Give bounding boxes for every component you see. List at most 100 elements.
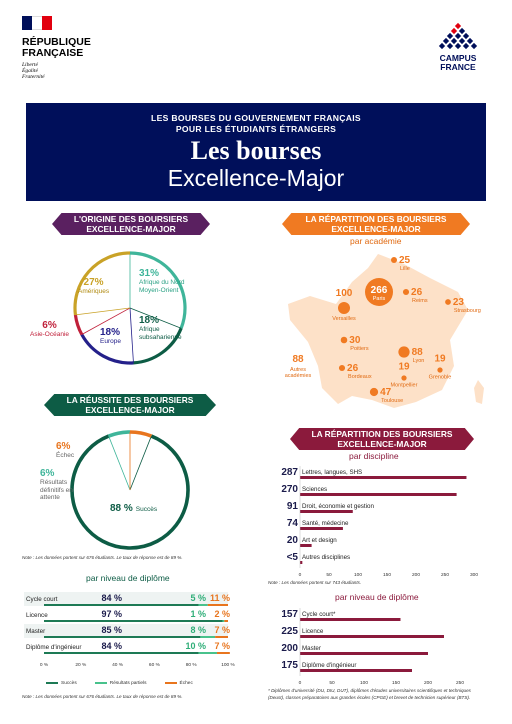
pie1-pct-asub: 18% [139, 315, 160, 326]
academie-name: Grenoble [429, 375, 452, 381]
academie-value: 30 [349, 335, 361, 346]
niveau-category-label: Cycle court [26, 596, 58, 603]
niveau2-bar [300, 652, 428, 655]
reussite-pie-slice-2 [129, 430, 153, 438]
discipline-value-label: 74 [287, 518, 299, 529]
discipline-note: Note : Les données portent sur 743 étudi… [268, 580, 362, 585]
discipline-subtitle: par discipline [349, 451, 399, 461]
niveau-xtick: 0 % [40, 662, 49, 668]
niveau-bar-succes [44, 620, 223, 622]
discipline-category-label: Sciences [302, 486, 327, 493]
niveau-value-echec: 11 % [210, 593, 230, 603]
niveau-bar-succes [44, 652, 199, 654]
academie-name: Poitiers [350, 346, 369, 352]
logo-diamond [458, 27, 466, 35]
academie-name: Montpellier [391, 383, 418, 389]
origine-pie-slice-3 [73, 314, 84, 336]
discipline-xtick: 250 [441, 572, 449, 578]
academie-bubble [402, 288, 410, 296]
niveau-bar-echec [215, 636, 228, 638]
academie-bubble [365, 278, 393, 306]
niveau-value-partiels: 10 % [185, 641, 206, 651]
discipline-bar [300, 510, 353, 513]
niveau-bar-partiels [198, 604, 208, 606]
academie-bubble [338, 364, 346, 372]
niveau-value-partiels: 8 % [190, 625, 206, 635]
niveau-value-partiels: 1 % [190, 609, 206, 619]
pie1-name-anmo: Afrique du Nord Moyen-Orient [139, 279, 185, 294]
niveau-value-echec: 2 % [214, 609, 230, 619]
pie2-pct-succes: 88 % [110, 503, 133, 514]
discipline-bar [300, 493, 457, 496]
niveau2-value-label: 157 [281, 609, 298, 620]
rf-logo: RÉPUBLIQUE FRANÇAISE Liberté Égalité Fra… [22, 16, 112, 86]
diplomes-note-1: * Diplômes d'université (DU, DIU, DUT), … [268, 688, 471, 693]
header-banner: LES BOURSES DU GOUVERNEMENT FRANÇAIS POU… [26, 103, 486, 201]
academie-name: Autres [290, 367, 306, 373]
reussite-pie-slice-1 [107, 430, 131, 438]
academie-name: Versailles [332, 316, 356, 322]
niveau-bar-echec [216, 652, 230, 654]
niveau2-xtick: 100 [360, 680, 368, 686]
pie2-name-echec: Échec [56, 452, 75, 459]
academie-bubble [391, 257, 397, 263]
pie2-pct-echec: 6% [56, 441, 71, 452]
academie-bubble [401, 375, 407, 381]
niveau-value-echec: 7 % [214, 625, 230, 635]
niveau-right-chart: 157 Cycle court* 225 Licence 200 Master 175 Dip… [281, 608, 464, 686]
pie1-name-eur: Europe [100, 338, 121, 345]
academie-bubble [338, 302, 350, 314]
discipline-xtick: 100 [354, 572, 362, 578]
niveau2-xtick: 0 [299, 680, 302, 686]
niveau-right-subtitle: par niveau de diplôme [335, 592, 419, 602]
niveau2-value-label: 225 [281, 626, 298, 637]
niveau-value-succes: 84 % [101, 593, 122, 603]
corsica-shape [474, 380, 484, 404]
legend-partiels: Résultats partiels [94, 681, 147, 686]
rf-motto: Liberté Égalité Fraternité [22, 62, 45, 80]
niveau-xtick: 40 % [112, 662, 124, 668]
academie-name: Lille [400, 266, 410, 272]
discipline-value-label: 91 [287, 501, 299, 512]
academie-name: Bordeaux [348, 374, 372, 380]
niveau-value-succes: 97 % [101, 609, 122, 619]
academie-bubble [437, 367, 443, 373]
academie-name: Reims [412, 298, 428, 304]
niveau2-bar [300, 669, 412, 672]
niveau-left-subtitle: par niveau de diplôme [86, 573, 170, 583]
niveau2-xtick: 50 [329, 680, 335, 686]
pie2-label-succes: 88 % Succès [110, 503, 157, 514]
niveau-row-bg [24, 624, 228, 638]
pie1-label-asie: 6% Asie-Océanie [30, 320, 69, 339]
niveau-left-note: Note : Les données portent sur 676 étudi… [22, 694, 183, 699]
niveau-bar-partiels [198, 652, 217, 654]
niveau-row-bg [24, 608, 228, 622]
niveau2-bar [300, 618, 401, 621]
pie1-pct-eur: 18% [100, 327, 121, 338]
discipline-xtick: 0 [299, 572, 302, 578]
page-title-2: Excellence-Major [167, 165, 345, 191]
academie-bubble [445, 299, 451, 305]
discipline-bar [300, 527, 343, 530]
niveau-value-echec: 7 % [214, 641, 230, 651]
academie-name: académies [285, 373, 312, 379]
campus-france-diamond-icon [438, 22, 478, 50]
diplomes-note-2: (Deust), classes préparatoires aux grand… [268, 695, 471, 700]
niveau-bar-partiels [200, 636, 216, 638]
campus-france-name: CAMPUS FRANCE [439, 53, 477, 72]
logo-diamond [450, 27, 458, 35]
pie1-pct-amer: 27% [83, 277, 104, 288]
niveau2-xtick: 200 [424, 680, 432, 686]
niveau-bar-succes [44, 604, 199, 606]
academie-name: Paris [373, 296, 386, 302]
reussite-pie-chart [70, 430, 190, 550]
niveau-value-partiels: 5 % [190, 593, 206, 603]
discipline-bar [300, 476, 467, 479]
reussite-pie-divider-1 [108, 435, 131, 491]
header-subtitle-1: LES BOURSES DU GOUVERNEMENT FRANÇAIS [151, 113, 361, 123]
origine-ribbon: L'ORIGINE DES BOURSIERS EXCELLENCE-MAJOR [52, 213, 210, 235]
discipline-bar [300, 561, 303, 564]
discipline-value-label: 20 [287, 535, 299, 546]
academie-value: 26 [347, 363, 359, 374]
logo-diamond [470, 42, 478, 50]
